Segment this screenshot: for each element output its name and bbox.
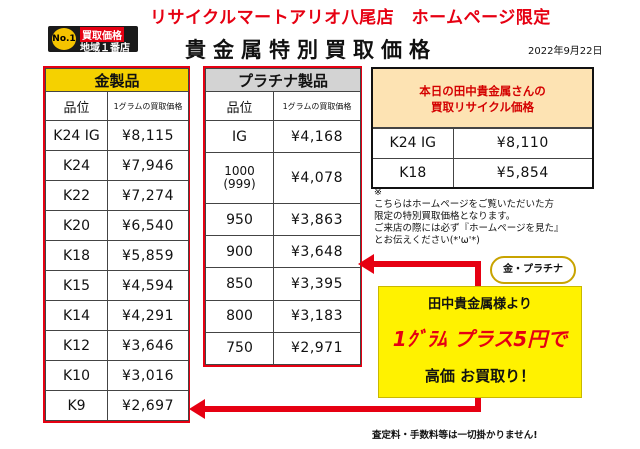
page-title: 貴金属特別買取価格: [185, 38, 437, 62]
no1-badge: No.1 買取価格 地域１番店: [48, 26, 138, 54]
table-row: K9 ¥2,697: [45, 390, 190, 421]
no1-badge-mark: No.1: [52, 28, 76, 50]
table-row: K12 ¥3,646: [45, 330, 190, 361]
footer-note: 査定料・手数料等は一切掛かりません!: [372, 430, 538, 441]
tanaka-price-header: 本日の田中貴金属さんの 買取リサイクル価格: [373, 69, 592, 128]
table-row: K10 ¥3,016: [45, 360, 190, 391]
notice-line: とお伝えください(*'ω'*): [374, 235, 480, 246]
tanaka-price: ¥8,110: [452, 128, 592, 159]
tanaka-grade: K24 IG: [373, 128, 454, 159]
platinum-grade: 950: [205, 203, 274, 237]
no1-badge-line1: 買取価格: [80, 27, 124, 42]
tanaka-title-line2: 買取リサイクル価格: [431, 100, 534, 114]
tanaka-price: ¥5,854: [452, 157, 592, 187]
arrow-to-gold-k9-icon: [189, 397, 481, 419]
table-row: IG ¥4,168: [205, 119, 362, 154]
platinum-price: ¥3,183: [272, 299, 362, 333]
table-row: K14 ¥4,291: [45, 300, 190, 331]
gold-grade: K22: [45, 180, 108, 211]
table-row: 900 ¥3,648: [205, 235, 362, 269]
table-row: 750 ¥2,971: [205, 331, 362, 366]
gold-price: ¥7,274: [106, 180, 190, 211]
notice-line: 限定の特別買取価格となります。: [374, 211, 516, 222]
gold-col-price: 1グラムの買取価格: [106, 91, 190, 121]
gold-price: ¥6,540: [106, 210, 190, 241]
gold-price: ¥7,946: [106, 150, 190, 181]
gold-price-table: 金製品 品位 1グラムの買取価格 K24 IG ¥8,115 K24 ¥7,946 …: [43, 66, 190, 423]
gold-price: ¥2,697: [106, 390, 190, 421]
gold-table-title: 金製品: [44, 68, 190, 92]
gold-grade: K15: [45, 270, 108, 301]
gold-price: ¥5,859: [106, 240, 190, 271]
table-row: 850 ¥3,395: [205, 267, 362, 301]
platinum-col-price: 1グラムの買取価格: [272, 91, 362, 121]
table-row: 1000 (999) ¥4,078: [205, 152, 362, 205]
table-row: 950 ¥3,863: [205, 203, 362, 237]
gold-platinum-bubble: 金・プラチナ: [490, 256, 576, 284]
table-row: K24 IG ¥8,110: [373, 128, 592, 159]
notice-line: ご来店の際には必ず『ホームページを見た』: [374, 223, 564, 234]
table-row: K22 ¥7,274: [45, 180, 190, 211]
table-row: K15 ¥4,594: [45, 270, 190, 301]
no1-badge-line2: 地域１番店: [80, 43, 130, 54]
table-row: K18 ¥5,854: [373, 157, 592, 187]
platinum-price: ¥3,648: [272, 235, 362, 269]
platinum-grade: IG: [205, 119, 274, 154]
notice-line: こちらはホームページをご覧いただいた方: [374, 199, 555, 210]
gold-price: ¥4,594: [106, 270, 190, 301]
platinum-price: ¥4,078: [272, 152, 362, 205]
notice-line: ※: [374, 187, 382, 198]
promo-line2: 1ｸﾞﾗﾑ プラス5円で: [392, 327, 568, 351]
gold-grade: K20: [45, 210, 108, 241]
gold-price: ¥3,646: [106, 330, 190, 361]
promo-line1: 田中貴金属様より: [428, 297, 532, 312]
date-label: 2022年9月22日: [528, 46, 603, 57]
gold-grade: K10: [45, 360, 108, 391]
promo-box: 田中貴金属様より 1ｸﾞﾗﾑ プラス5円で 高価 お買取り！: [378, 286, 582, 398]
platinum-price-table: プラチナ製品 品位 1グラムの買取価格 IG ¥4,168 1000 (999) ¥…: [203, 66, 362, 367]
platinum-price: ¥3,395: [272, 267, 362, 301]
gold-grade: K24 IG: [45, 120, 108, 151]
gold-grade: K18: [45, 240, 108, 271]
arrow-to-platinum-900-icon: [358, 254, 481, 290]
platinum-grade: 1000 (999): [205, 152, 274, 205]
promo-line3: 高価 お買取り！: [424, 367, 536, 385]
tanaka-title-line1: 本日の田中貴金属さんの: [419, 84, 546, 98]
platinum-price: ¥3,863: [272, 203, 362, 237]
tanaka-grade: K18: [373, 157, 454, 187]
platinum-grade: 900: [205, 235, 274, 269]
page-header-title: リサイクルマートアリオ八尾店 ホームページ限定: [150, 8, 551, 28]
gold-grade: K12: [45, 330, 108, 361]
table-row: K20 ¥6,540: [45, 210, 190, 241]
platinum-table-title: プラチナ製品: [204, 68, 362, 92]
platinum-price: ¥4,168: [272, 119, 362, 154]
tanaka-price-box: 本日の田中貴金属さんの 買取リサイクル価格 K24 IG ¥8,110 K18 ¥5…: [371, 67, 594, 189]
table-row: K18 ¥5,859: [45, 240, 190, 271]
notice-text: ※ こちらはホームページをご覧いただいた方 限定の特別買取価格となります。 ご来…: [374, 187, 604, 247]
platinum-price: ¥2,971: [272, 331, 362, 366]
